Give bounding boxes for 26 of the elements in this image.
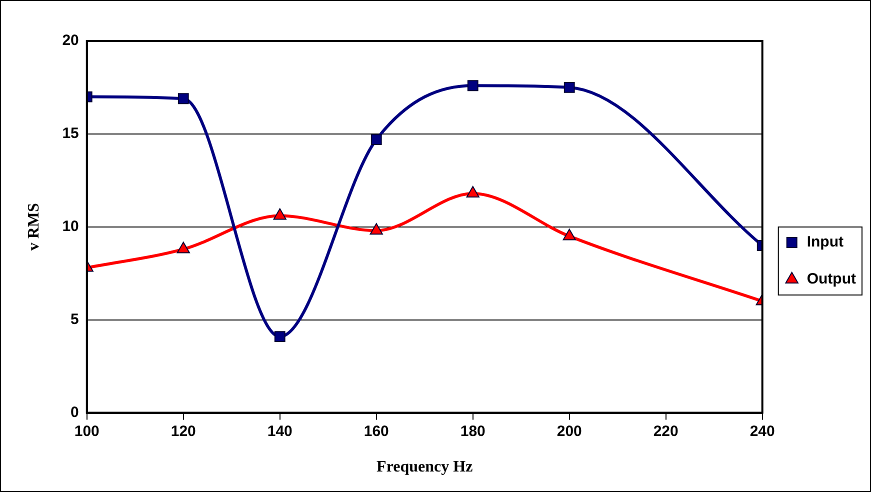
x-tick-label: 100 <box>74 422 100 440</box>
legend-label: Output <box>806 270 856 288</box>
x-tick-label: 240 <box>750 422 775 440</box>
y-tick-label: 15 <box>62 125 79 142</box>
x-tick-label: 220 <box>653 422 678 440</box>
legend-label: Input <box>806 234 844 251</box>
point <box>370 134 382 145</box>
y-tick-label: 0 <box>70 404 79 421</box>
y-tick-label: 5 <box>70 310 79 328</box>
y-axis-title: v RMS <box>26 203 43 251</box>
x-tick-label: 160 <box>364 422 389 440</box>
y-tick-label: 20 <box>62 32 79 50</box>
point <box>467 80 478 92</box>
x-axis-title: Frequency Hz <box>376 458 473 476</box>
point <box>564 82 575 93</box>
point <box>562 228 576 240</box>
point <box>176 242 190 254</box>
x-tick-label: 200 <box>556 422 582 440</box>
point <box>273 208 286 220</box>
x-tick-label: 140 <box>267 422 292 440</box>
point <box>466 186 480 198</box>
point <box>370 223 383 235</box>
y-tick-label: 10 <box>62 218 79 236</box>
x-tick-label: 120 <box>170 422 196 440</box>
point <box>178 93 189 104</box>
x-tick-label: 180 <box>460 422 486 440</box>
